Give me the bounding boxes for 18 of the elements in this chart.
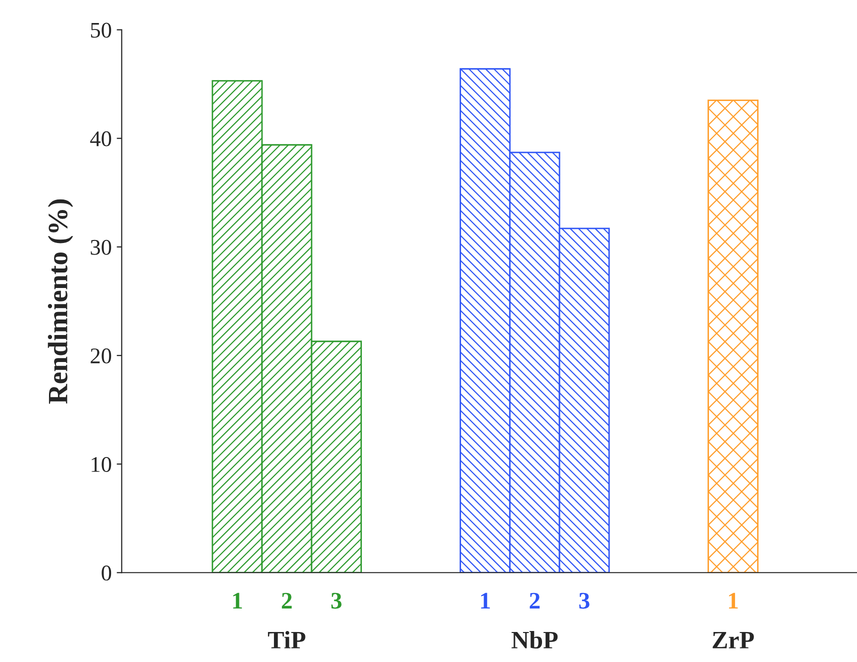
- y-tick-label: 40: [90, 131, 112, 146]
- x-tick-label: 2: [282, 592, 292, 608]
- y-tick-label: 10: [92, 456, 112, 472]
- y-tick-label: 0: [102, 566, 112, 581]
- x-tick-label: 2: [530, 592, 540, 608]
- text: NbP: [512, 630, 558, 649]
- bar: [708, 100, 759, 573]
- y-tick-label: 50: [91, 22, 112, 38]
- text: ZrP: [712, 632, 754, 648]
- y-tick-label: 20: [90, 348, 112, 364]
- x-tick-label: 3: [579, 592, 590, 609]
- text: TiP: [268, 630, 306, 648]
- x-tick-label: 1: [481, 592, 490, 608]
- x-tick-label: 1: [729, 592, 738, 608]
- y-tick-label: 30: [90, 240, 112, 255]
- x-tick-label: 1: [233, 592, 242, 608]
- y-axis-title: Rendimiento (%): [48, 199, 74, 404]
- x-tick-label: 3: [331, 592, 342, 609]
